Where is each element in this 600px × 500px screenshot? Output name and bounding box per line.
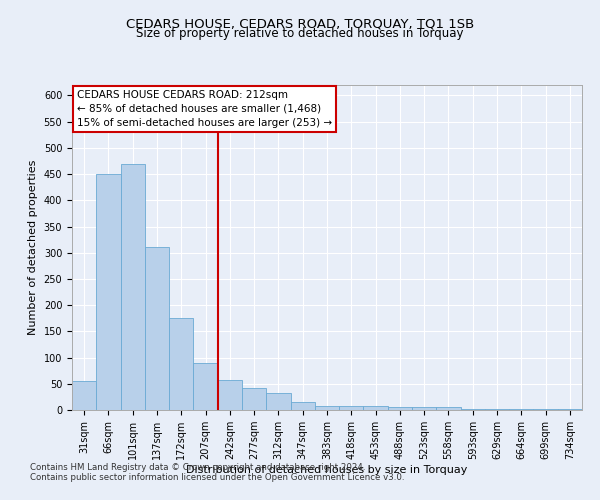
Bar <box>558 409 582 410</box>
Bar <box>485 409 509 410</box>
Bar <box>533 409 558 410</box>
Bar <box>242 388 266 410</box>
Bar <box>266 393 290 410</box>
Text: Contains HM Land Registry data © Crown copyright and database right 2024.: Contains HM Land Registry data © Crown c… <box>30 464 365 472</box>
Bar <box>121 164 145 410</box>
Bar <box>145 248 169 410</box>
Bar <box>412 407 436 410</box>
Text: Contains public sector information licensed under the Open Government Licence v3: Contains public sector information licen… <box>30 474 404 482</box>
Text: CEDARS HOUSE CEDARS ROAD: 212sqm
← 85% of detached houses are smaller (1,468)
15: CEDARS HOUSE CEDARS ROAD: 212sqm ← 85% o… <box>77 90 332 128</box>
Bar <box>218 380 242 410</box>
Bar <box>290 402 315 410</box>
Text: CEDARS HOUSE, CEDARS ROAD, TORQUAY, TQ1 1SB: CEDARS HOUSE, CEDARS ROAD, TORQUAY, TQ1 … <box>126 18 474 30</box>
Bar <box>193 363 218 410</box>
Bar <box>169 318 193 410</box>
Bar <box>315 406 339 410</box>
Bar <box>339 406 364 410</box>
Bar <box>436 408 461 410</box>
Bar <box>388 408 412 410</box>
Bar <box>364 406 388 410</box>
Bar <box>96 174 121 410</box>
Y-axis label: Number of detached properties: Number of detached properties <box>28 160 38 335</box>
Bar <box>72 381 96 410</box>
X-axis label: Distribution of detached houses by size in Torquay: Distribution of detached houses by size … <box>187 465 467 475</box>
Text: Size of property relative to detached houses in Torquay: Size of property relative to detached ho… <box>136 28 464 40</box>
